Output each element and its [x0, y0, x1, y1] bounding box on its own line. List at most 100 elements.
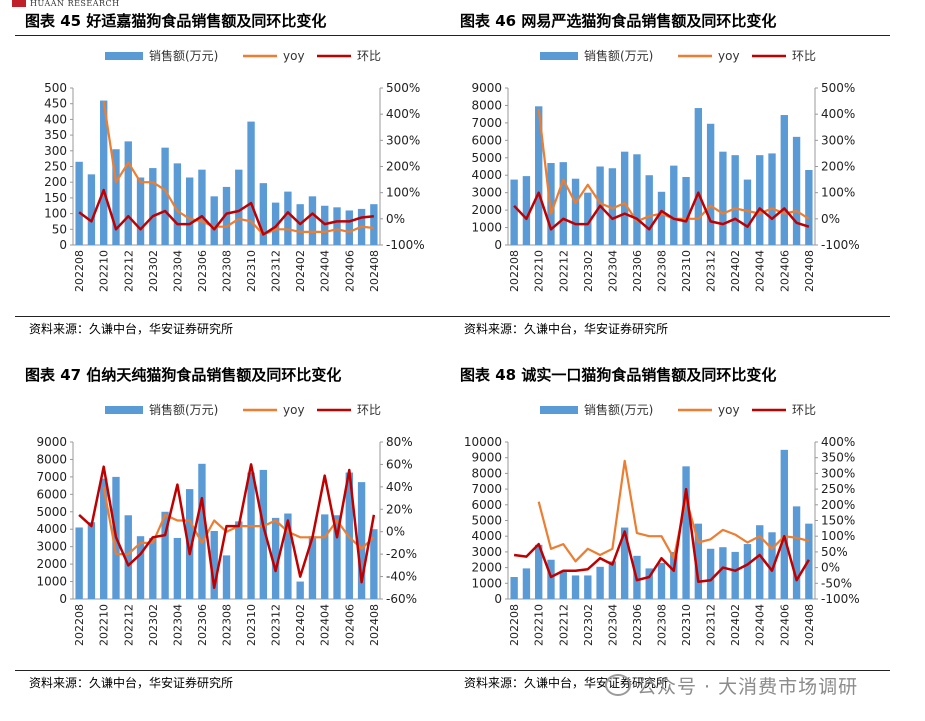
left-tick-label: 4000: [471, 168, 502, 182]
bar-sales: [559, 570, 567, 599]
chart-panel-46: 图表 46 网易严选猫狗食品销售额及同环比变化 销售额(万元) yoy 环比 0 100…: [450, 8, 890, 348]
bar-sales: [210, 196, 218, 245]
x-tick-label: 202404: [754, 250, 767, 292]
legend-label-yoy: yoy: [283, 49, 305, 63]
left-tick-label: 0: [59, 592, 67, 606]
legend-label-sales: 销售额(万元): [584, 48, 653, 63]
chart-legend: 销售额(万元) yoy 环比: [540, 402, 816, 417]
right-tick-label: 500%: [821, 81, 855, 95]
left-tick-label: 3000: [36, 540, 67, 554]
right-tick-label: 500%: [386, 81, 420, 95]
bar-sales: [333, 207, 341, 245]
left-tick-label: 200: [44, 175, 67, 189]
bar-sales: [596, 566, 604, 599]
bar-sales: [296, 581, 304, 599]
legend-label-mom: 环比: [792, 403, 816, 417]
huaan-logo: HUAAN RESEARCH: [12, 0, 142, 10]
x-tick-label: 202404: [319, 604, 332, 646]
bar-sales: [161, 147, 169, 245]
left-tick-label: 450: [44, 97, 67, 111]
x-tick-label: 202302: [147, 250, 160, 292]
bar-sales: [271, 517, 280, 599]
source-rule: [450, 670, 890, 671]
bar-sales: [222, 186, 231, 245]
chart-svg: 销售额(万元) yoy 环比 0 1000 2000 3000 4000 5000 6000 700…: [471, 48, 859, 292]
x-tick-label: 202302: [147, 604, 160, 646]
right-tick-label: -100%: [386, 238, 425, 252]
right-tick-label: 300%: [821, 133, 855, 147]
bar-sales: [535, 544, 543, 599]
bar-sales: [124, 141, 132, 245]
x-tick-label: 202208: [73, 250, 86, 292]
bar-sales: [333, 515, 341, 599]
x-tick-label: 202406: [343, 250, 356, 292]
left-tick-label: 500: [44, 81, 67, 95]
line-mom: [513, 487, 810, 583]
x-tick-label: 202212: [557, 604, 570, 646]
x-tick-label: 202402: [729, 604, 742, 646]
chart-panel-47: 图表 47 伯纳天纯猫狗食品销售额及同环比变化 销售额(万元) yoy 环比 0 100…: [15, 362, 455, 702]
chart-panel-45: 图表 45 好适嘉猫狗食品销售额及同环比变化 销售额(万元) yoy 环比 0 50 10…: [15, 8, 455, 348]
bar-sales: [510, 577, 518, 599]
left-tick-label: 9000: [36, 435, 67, 449]
bar-sales: [743, 544, 752, 599]
left-tick-label: 4000: [36, 522, 67, 536]
bar-sales: [247, 472, 255, 599]
x-tick-label: 202302: [582, 250, 595, 292]
right-tick-label: 150%: [821, 514, 855, 528]
bar-sales: [670, 551, 678, 599]
bar-sales: [161, 511, 169, 599]
legend-label-yoy: yoy: [718, 403, 740, 417]
bar-sales: [780, 115, 788, 246]
bar-sales: [706, 123, 715, 245]
bar-sales: [571, 178, 580, 245]
bar-sales: [185, 177, 194, 245]
right-tick-label: -100%: [821, 592, 860, 606]
chart-source: 资料来源：久谦中台，华安证券研究所: [29, 676, 234, 690]
bar-sales: [719, 151, 727, 245]
bar-sales: [136, 177, 145, 245]
x-tick-label: 202212: [122, 250, 135, 292]
right-tick-label: 100%: [821, 529, 855, 543]
x-tick-label: 202210: [98, 250, 111, 292]
x-tick-label: 202308: [221, 604, 234, 646]
x-tick-label: 202408: [368, 604, 381, 646]
x-tick-label: 202406: [778, 604, 791, 646]
right-tick-label: 0%: [386, 212, 405, 226]
x-tick-label: 202304: [171, 604, 184, 646]
right-tick-label: -20%: [386, 547, 417, 561]
title-rule: [15, 35, 455, 36]
bar-sales: [321, 514, 329, 599]
chart-legend: 销售额(万元) yoy 环比: [105, 48, 381, 63]
left-tick-label: 250: [44, 160, 67, 174]
left-tick-label: 9000: [471, 81, 502, 95]
bar-sales: [259, 183, 268, 245]
chart-title: 图表 45 好适嘉猫狗食品销售额及同环比变化: [25, 12, 327, 30]
left-tick-label: 8000: [36, 452, 67, 466]
x-tick-label: 202310: [680, 604, 693, 646]
left-tick-label: 0: [59, 238, 67, 252]
x-tick-label: 202212: [122, 604, 135, 646]
x-tick-label: 202308: [221, 250, 234, 292]
right-tick-label: 60%: [386, 457, 413, 471]
bar-sales: [768, 153, 776, 245]
x-tick-label: 202404: [319, 250, 332, 292]
bar-sales: [259, 469, 268, 599]
bar-sales: [756, 525, 764, 599]
x-tick-label: 202310: [245, 604, 258, 646]
right-tick-label: 300%: [386, 133, 420, 147]
line-yoy: [102, 100, 375, 236]
bar-sales: [608, 561, 617, 599]
right-tick-label: -50%: [821, 576, 852, 590]
bar-sales: [657, 191, 666, 245]
bar-sales: [682, 466, 690, 599]
watermark: 公众号 · 大消费市场调研: [605, 672, 858, 699]
bar-sales: [768, 532, 776, 599]
legend-swatch-sales: [105, 406, 143, 414]
legend-label-sales: 销售额(万元): [149, 402, 218, 417]
chart-title: 图表 46 网易严选猫狗食品销售额及同环比变化: [460, 12, 777, 30]
left-tick-label: 6000: [471, 498, 502, 512]
x-tick-label: 202312: [705, 604, 718, 646]
wechat-icon: [605, 674, 631, 696]
x-tick-label: 202402: [294, 604, 307, 646]
